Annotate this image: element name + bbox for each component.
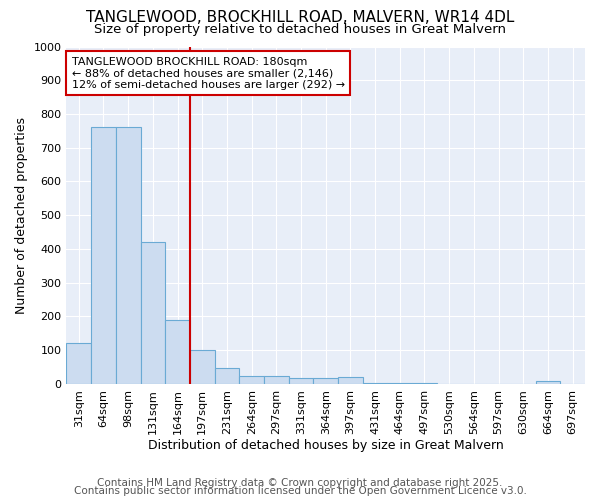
- Bar: [91, 128, 116, 384]
- Bar: [313, 378, 338, 384]
- Text: Contains public sector information licensed under the Open Government Licence v3: Contains public sector information licen…: [74, 486, 526, 496]
- X-axis label: Distribution of detached houses by size in Great Malvern: Distribution of detached houses by size …: [148, 440, 503, 452]
- Bar: [536, 382, 560, 384]
- Bar: [289, 378, 313, 384]
- Text: TANGLEWOOD, BROCKHILL ROAD, MALVERN, WR14 4DL: TANGLEWOOD, BROCKHILL ROAD, MALVERN, WR1…: [86, 10, 514, 25]
- Bar: [116, 128, 140, 384]
- Bar: [388, 382, 412, 384]
- Bar: [412, 382, 437, 384]
- Bar: [363, 382, 388, 384]
- Bar: [67, 344, 91, 384]
- Text: Size of property relative to detached houses in Great Malvern: Size of property relative to detached ho…: [94, 22, 506, 36]
- Bar: [165, 320, 190, 384]
- Bar: [215, 368, 239, 384]
- Text: Contains HM Land Registry data © Crown copyright and database right 2025.: Contains HM Land Registry data © Crown c…: [97, 478, 503, 488]
- Bar: [338, 377, 363, 384]
- Bar: [239, 376, 264, 384]
- Y-axis label: Number of detached properties: Number of detached properties: [15, 116, 28, 314]
- Bar: [264, 376, 289, 384]
- Bar: [140, 242, 165, 384]
- Bar: [190, 350, 215, 384]
- Text: TANGLEWOOD BROCKHILL ROAD: 180sqm
← 88% of detached houses are smaller (2,146)
1: TANGLEWOOD BROCKHILL ROAD: 180sqm ← 88% …: [71, 56, 345, 90]
